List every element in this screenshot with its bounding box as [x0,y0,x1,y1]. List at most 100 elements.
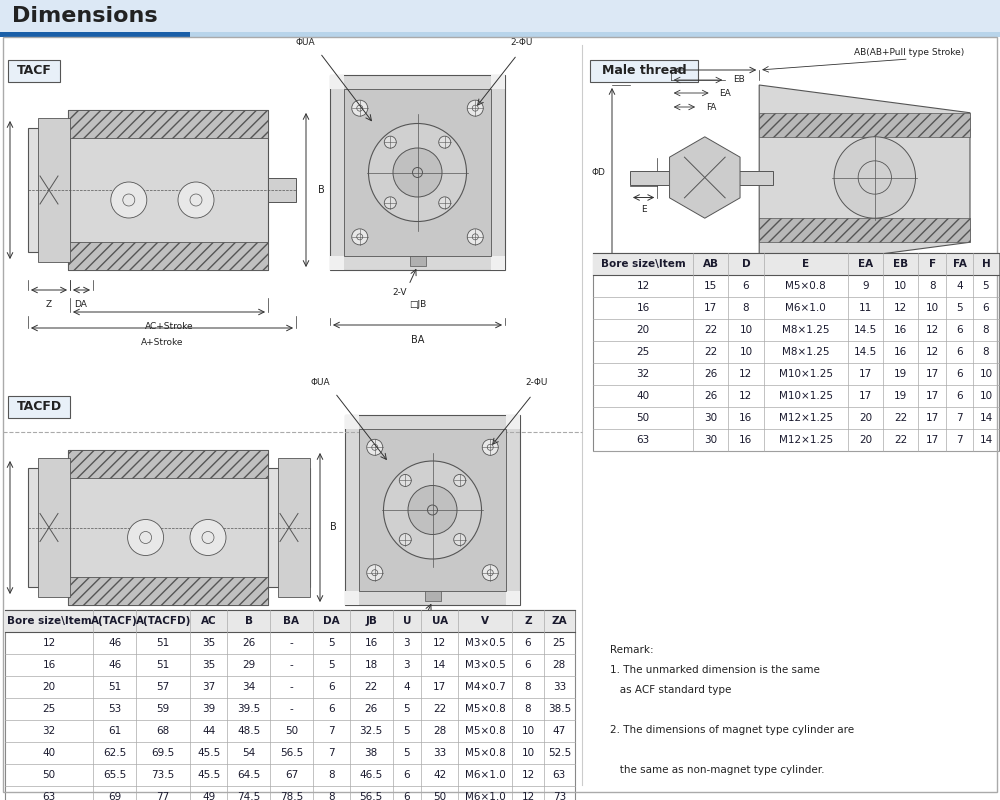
Text: 35: 35 [202,638,215,648]
Text: AB(AB+Pull type Stroke): AB(AB+Pull type Stroke) [854,48,964,57]
Text: 28: 28 [433,726,446,736]
Text: 7: 7 [328,726,335,736]
Text: H: H [714,288,720,297]
Circle shape [368,123,466,222]
Circle shape [439,136,451,148]
Text: 67: 67 [285,770,298,780]
Text: -: - [290,682,293,692]
Bar [759,218,970,242]
Text: -: - [290,660,293,670]
Text: 50: 50 [285,726,298,736]
Bar [630,170,773,185]
Polygon shape [670,137,740,218]
Polygon shape [759,85,970,270]
Text: 5: 5 [983,281,989,291]
Text: 12: 12 [521,792,535,800]
Bar [68,450,268,478]
Text: 33: 33 [553,682,566,692]
Text: AC+Stroke: AC+Stroke [145,322,193,331]
Bar [5,610,575,800]
Text: 16: 16 [894,347,907,357]
Text: 10: 10 [979,369,993,379]
Text: the same as non-magnet type cylinder.: the same as non-magnet type cylinder. [610,765,824,775]
Bar [8,60,60,82]
Text: 35: 35 [202,660,215,670]
Text: 22: 22 [894,413,907,423]
Circle shape [454,534,466,546]
Text: 22: 22 [704,347,717,357]
Text: Remark:: Remark: [610,645,654,655]
Bar [268,468,310,587]
Text: BA: BA [411,335,424,345]
Text: 29: 29 [242,660,255,670]
Text: 8: 8 [328,770,335,780]
Text: 2-V: 2-V [393,288,407,297]
Bar [491,256,505,270]
Text: 12: 12 [739,369,753,379]
Text: 17: 17 [925,413,939,423]
Bar [38,458,70,597]
Text: 69.5: 69.5 [152,748,175,758]
Text: E: E [641,206,646,214]
Text: M3×0.5: M3×0.5 [465,638,506,648]
Text: 51: 51 [108,682,121,692]
Text: EA: EA [720,89,731,98]
Bar [5,610,575,632]
Text: M5×0.8: M5×0.8 [465,726,506,736]
Text: ΦUA: ΦUA [310,378,330,387]
Text: 46: 46 [108,638,121,648]
Text: 14.5: 14.5 [854,347,877,357]
Text: 30: 30 [704,435,717,445]
Text: 10: 10 [979,391,993,401]
Text: 65.5: 65.5 [103,770,126,780]
Text: M6×1.0: M6×1.0 [465,792,506,800]
Circle shape [834,137,916,218]
Text: 26: 26 [365,704,378,714]
Text: 17: 17 [704,303,717,313]
Bar [28,468,70,587]
Bar [593,253,999,275]
Text: 74.5: 74.5 [237,792,260,800]
Text: 16: 16 [739,435,753,445]
Text: 16: 16 [894,325,907,335]
Bar [278,458,310,597]
Text: 69: 69 [108,792,121,800]
Bar [38,118,70,262]
Text: DA: DA [75,300,87,309]
Text: 5: 5 [404,726,410,736]
Text: -: - [290,638,293,648]
Text: 30: 30 [704,413,717,423]
Text: 3: 3 [404,660,410,670]
Text: 5: 5 [404,748,410,758]
Text: 22: 22 [365,682,378,692]
Bar [68,577,268,605]
Text: V: V [481,616,489,626]
Bar [268,178,296,202]
Text: 63: 63 [553,770,566,780]
Text: 33: 33 [433,748,446,758]
Text: M8×1.25: M8×1.25 [782,325,829,335]
Text: 32.5: 32.5 [360,726,383,736]
Text: M10×1.25: M10×1.25 [779,369,833,379]
Text: Dimensions: Dimensions [12,6,158,26]
Text: 63: 63 [636,435,650,445]
Text: JB: JB [365,616,377,626]
Text: 50: 50 [43,770,56,780]
Text: 57: 57 [157,682,170,692]
Text: FA: FA [953,259,966,269]
Text: 47: 47 [553,726,566,736]
Text: 6: 6 [328,704,335,714]
Text: 10: 10 [739,325,752,335]
Text: 7: 7 [956,413,963,423]
Text: 51: 51 [157,660,170,670]
Bar [506,415,520,429]
Text: M3×0.5: M3×0.5 [465,660,506,670]
Text: EB: EB [893,259,908,269]
Text: 17: 17 [433,682,446,692]
Text: 46.5: 46.5 [360,770,383,780]
Circle shape [408,486,457,534]
Text: 39: 39 [202,704,215,714]
Text: 2(4)-Sides: 2(4)-Sides [682,300,728,309]
Text: 17: 17 [925,369,939,379]
Text: 59: 59 [157,704,170,714]
